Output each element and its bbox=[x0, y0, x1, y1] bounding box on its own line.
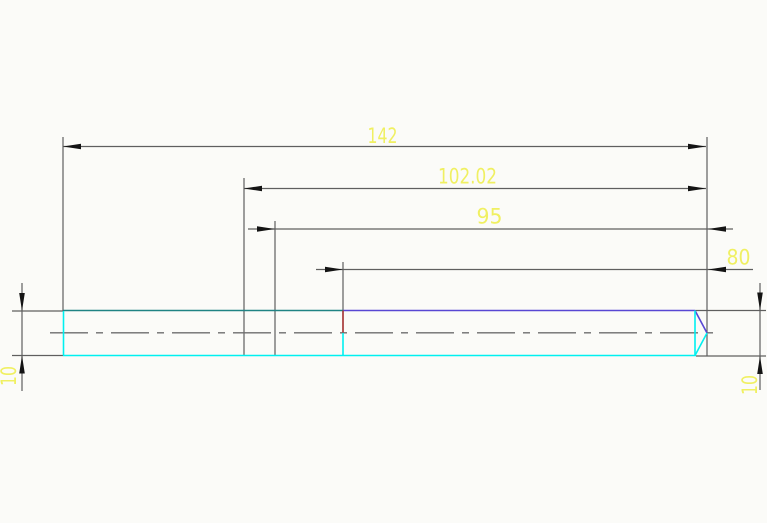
shaft-outline bbox=[62, 309, 708, 357]
dim-label-102: 102.02 bbox=[438, 165, 497, 189]
arrow-142-right bbox=[688, 143, 706, 150]
arrow-95-left bbox=[257, 226, 275, 232]
extension-lines bbox=[12, 137, 766, 357]
arrow-10-left-top bbox=[19, 293, 25, 311]
dim-label-142: 142 bbox=[368, 124, 398, 148]
arrow-95-right bbox=[708, 226, 726, 232]
arrow-102-right bbox=[688, 185, 706, 192]
arrow-10-right-bottom bbox=[757, 356, 763, 374]
arrow-142-left bbox=[63, 143, 81, 150]
shaft-tip-chamfer-bottom bbox=[694, 332, 708, 356]
arrow-10-right-top bbox=[757, 292, 763, 311]
shaft-tip-chamfer-top bbox=[694, 310, 708, 334]
arrow-10-left-bottom bbox=[19, 355, 25, 374]
dimension-labels: 142 102.02 95 80 10 10 bbox=[0, 124, 762, 395]
arrowheads bbox=[19, 143, 763, 374]
dim-label-10-right: 10 bbox=[738, 375, 762, 395]
dim-label-80: 80 bbox=[727, 246, 751, 270]
arrow-80-left bbox=[325, 266, 343, 273]
dim-label-10-left: 10 bbox=[0, 366, 21, 386]
arrow-102-left bbox=[244, 185, 262, 192]
dimension-lines bbox=[21, 145, 761, 391]
dim-label-95: 95 bbox=[477, 205, 503, 229]
arrow-80-right bbox=[708, 266, 726, 273]
